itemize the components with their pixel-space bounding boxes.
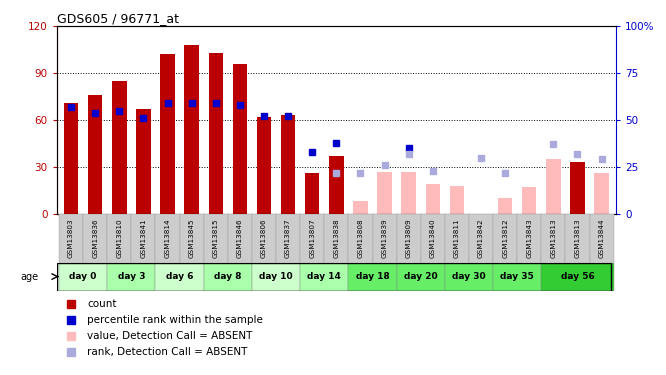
Bar [493,214,517,262]
Text: GSM13806: GSM13806 [261,218,267,258]
Bar [64,103,79,214]
Bar [257,117,271,214]
Text: GSM13836: GSM13836 [92,218,98,258]
Text: day 20: day 20 [404,272,438,281]
Bar [276,214,300,262]
Text: GSM13844: GSM13844 [599,218,605,258]
Bar [324,214,348,262]
Bar [228,214,252,262]
Bar [402,172,416,214]
Text: GSM13838: GSM13838 [333,218,340,258]
Bar [450,186,464,214]
Bar [252,262,300,291]
Bar [88,95,103,214]
Text: GDS605 / 96771_at: GDS605 / 96771_at [57,12,178,25]
Bar [541,214,565,262]
Bar [426,184,440,214]
Bar [348,214,372,262]
Text: day 6: day 6 [166,272,193,281]
Bar [594,173,609,214]
Text: GSM13807: GSM13807 [309,218,315,258]
Bar [59,262,107,291]
Bar [541,262,613,291]
Text: GSM13808: GSM13808 [358,218,364,258]
Bar [131,214,155,262]
Text: rank, Detection Call = ABSENT: rank, Detection Call = ABSENT [87,346,248,357]
Text: GSM13812: GSM13812 [502,218,508,258]
Text: GSM13839: GSM13839 [382,218,388,258]
Bar [300,214,324,262]
Bar [112,81,127,214]
Bar [498,198,512,214]
Text: day 8: day 8 [214,272,242,281]
Bar [378,172,392,214]
Text: day 14: day 14 [307,272,341,281]
Bar [155,214,180,262]
Bar [161,54,174,214]
Text: day 35: day 35 [500,272,534,281]
Text: GSM13810: GSM13810 [117,218,123,258]
Bar [421,214,445,262]
Bar [281,116,295,214]
Bar [59,214,83,262]
Text: GSM13841: GSM13841 [141,218,147,258]
Bar [329,156,344,214]
Text: value, Detection Call = ABSENT: value, Detection Call = ABSENT [87,331,253,340]
Bar [353,201,368,214]
Text: GSM13843: GSM13843 [526,218,532,258]
Bar [252,214,276,262]
Text: GSM13840: GSM13840 [430,218,436,258]
Bar [204,214,228,262]
Bar [570,162,585,214]
Text: GSM13845: GSM13845 [188,218,194,258]
Text: day 30: day 30 [452,272,486,281]
Text: GSM13809: GSM13809 [406,218,412,258]
Bar [522,187,537,214]
Bar [232,64,247,214]
Bar [517,214,541,262]
Text: day 56: day 56 [561,272,594,281]
Bar [589,214,613,262]
Bar [348,262,397,291]
Bar [83,214,107,262]
Bar [445,262,493,291]
Bar [204,262,252,291]
Bar [445,214,469,262]
Text: day 3: day 3 [118,272,145,281]
Text: day 10: day 10 [259,272,293,281]
Bar [305,173,320,214]
Bar [107,262,155,291]
Text: GSM13837: GSM13837 [285,218,291,258]
Bar [565,214,589,262]
Text: GSM13842: GSM13842 [478,218,484,258]
Bar [397,262,445,291]
Bar [493,262,541,291]
Text: day 18: day 18 [356,272,390,281]
Bar [300,262,348,291]
Text: GSM13813: GSM13813 [550,218,556,258]
Text: GSM13813: GSM13813 [575,218,581,258]
Text: GSM13803: GSM13803 [68,218,74,258]
Bar [546,159,561,214]
Text: count: count [87,299,117,309]
Bar [155,262,204,291]
Bar [180,214,204,262]
Text: GSM13846: GSM13846 [237,218,243,258]
Bar [397,214,421,262]
Bar [136,109,151,214]
Text: age: age [20,272,38,282]
Text: GSM13815: GSM13815 [212,218,218,258]
Bar [372,214,397,262]
Text: GSM13811: GSM13811 [454,218,460,258]
Text: day 0: day 0 [69,272,97,281]
Text: GSM13814: GSM13814 [165,218,170,258]
Bar [208,53,223,214]
Bar [184,45,199,214]
Bar [469,214,493,262]
Bar [107,214,131,262]
Text: percentile rank within the sample: percentile rank within the sample [87,315,263,325]
